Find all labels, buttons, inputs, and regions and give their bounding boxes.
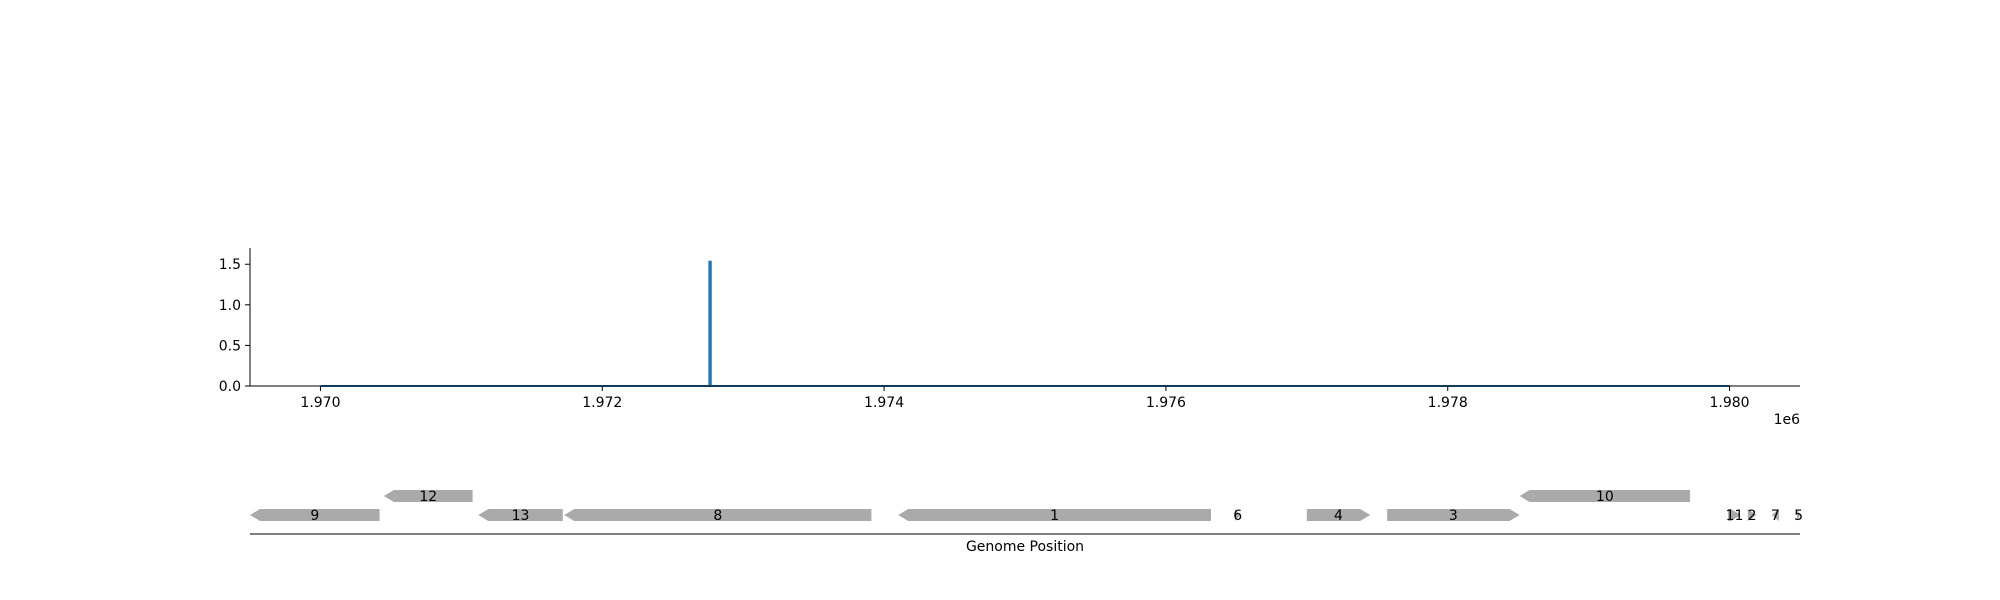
coverage-line-0 (320, 260, 1730, 387)
gene-feature-4 (1306, 509, 1371, 521)
x-axis-ticks: 1.970 1.972 1.974 1.976 1.978 1.980 (300, 386, 1750, 411)
gene-feature-10 (1519, 490, 1691, 502)
gene-label-6: 6 (1233, 508, 1242, 524)
gene-label-12: 12 (419, 489, 437, 505)
x-tick-label: 1.972 (582, 395, 622, 411)
gene-label-4: 4 (1334, 508, 1343, 524)
gene-label-13: 13 (512, 508, 530, 524)
gene-feature-11 (1728, 509, 1741, 521)
gene-label-8: 8 (713, 508, 722, 524)
gene-label-1: 1 (1050, 508, 1059, 524)
gene-feature-6 (1234, 509, 1241, 521)
gene-feature-1 (898, 509, 1211, 521)
gene-feature-12 (383, 490, 473, 502)
gene-label-11: 11 (1726, 508, 1744, 524)
coverage-series (320, 260, 1730, 387)
y-tick-label: 0.0 (219, 379, 241, 395)
gene-track: 9 12 13 8 1 6 4 3 10 11 2 7 5 Genome Position (250, 489, 1803, 555)
gene-track-x-label: Genome Position (966, 539, 1084, 555)
gene-feature-3 (1387, 509, 1520, 521)
gene-label-5: 5 (1794, 508, 1803, 524)
x-tick-label: 1.980 (1709, 395, 1749, 411)
y-axis-ticks: 0.0 0.5 1.0 1.5 (219, 257, 250, 395)
gene-feature-7 (1771, 509, 1779, 521)
gene-features: 9 12 13 8 1 6 4 3 10 11 2 7 5 (250, 489, 1803, 524)
x-tick-label: 1.978 (1428, 395, 1468, 411)
gene-feature-9 (250, 509, 380, 521)
coverage-plot: 1.970 1.972 1.974 1.976 1.978 1.980 0.0 0.5 1.0… (219, 248, 1800, 428)
gene-feature-2 (1747, 509, 1757, 521)
x-tick-label: 1.970 (300, 395, 340, 411)
x-tick-label: 1.974 (864, 395, 904, 411)
y-tick-label: 0.5 (219, 338, 241, 354)
gene-feature-5 (1797, 509, 1800, 521)
gene-label-7: 7 (1771, 508, 1780, 524)
y-tick-label: 1.5 (219, 257, 241, 273)
gene-feature-8 (564, 509, 872, 521)
y-tick-label: 1.0 (219, 298, 241, 314)
gene-label-10: 10 (1596, 489, 1614, 505)
gene-feature-13 (478, 509, 563, 521)
gene-label-9: 9 (310, 508, 319, 524)
x-tick-label: 1.976 (1146, 395, 1186, 411)
gene-label-3: 3 (1449, 508, 1458, 524)
gene-label-2: 2 (1748, 508, 1757, 524)
x-axis-offset-label: 1e6 (1774, 412, 1801, 428)
